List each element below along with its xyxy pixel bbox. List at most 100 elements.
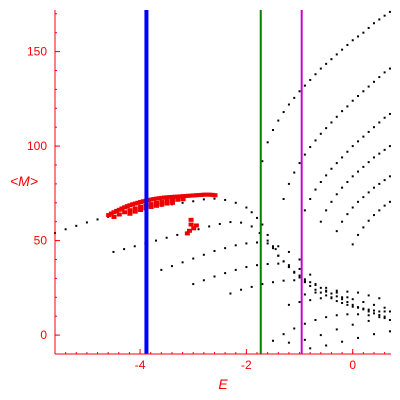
data-point xyxy=(202,279,205,282)
data-point xyxy=(266,263,269,266)
data-point-highlight xyxy=(169,200,175,205)
data-point xyxy=(388,145,391,148)
data-point xyxy=(325,127,328,130)
data-point xyxy=(325,174,328,177)
data-point xyxy=(224,198,227,201)
data-point xyxy=(351,298,354,301)
data-point xyxy=(341,220,344,223)
data-point xyxy=(213,275,216,278)
data-point xyxy=(346,150,349,153)
data-point xyxy=(309,198,312,201)
data-point-highlight xyxy=(122,210,128,215)
x-tick-label: -2 xyxy=(241,358,252,372)
data-point xyxy=(372,214,375,217)
data-point xyxy=(258,232,261,235)
data-point xyxy=(160,268,163,271)
data-point xyxy=(372,333,375,336)
data-point xyxy=(314,283,317,286)
data-point xyxy=(266,233,269,236)
data-point xyxy=(319,334,322,337)
data-point xyxy=(224,272,227,275)
data-point xyxy=(319,286,322,289)
data-point xyxy=(202,253,205,256)
data-point xyxy=(256,241,259,244)
data-point xyxy=(314,73,317,76)
data-point xyxy=(293,327,296,330)
data-point xyxy=(362,307,365,310)
data-point-highlight xyxy=(188,217,194,222)
data-point xyxy=(330,167,333,170)
data-point xyxy=(388,67,391,70)
data-point xyxy=(298,301,301,304)
data-point xyxy=(383,179,386,182)
data-point xyxy=(372,309,375,312)
data-point xyxy=(277,119,280,122)
data-point-highlight xyxy=(138,200,144,205)
data-point xyxy=(335,193,338,196)
data-point xyxy=(325,294,328,297)
data-point xyxy=(383,148,386,151)
data-point-highlight xyxy=(169,194,175,199)
data-point xyxy=(298,274,301,277)
data-point-highlight xyxy=(185,193,191,198)
data-point xyxy=(309,146,312,149)
data-point xyxy=(346,181,349,183)
data-point xyxy=(325,209,328,212)
data-point xyxy=(314,291,317,294)
data-point xyxy=(372,312,375,315)
data-point xyxy=(362,90,365,93)
data-point xyxy=(176,233,179,236)
data-point xyxy=(388,200,391,203)
data-point-highlight xyxy=(209,192,215,197)
data-point xyxy=(388,10,391,13)
data-point xyxy=(282,260,285,263)
data-point-highlight xyxy=(188,222,194,227)
data-point-highlight xyxy=(207,192,213,197)
data-point-highlight xyxy=(111,214,117,219)
data-point xyxy=(287,264,290,267)
data-point xyxy=(287,341,290,344)
data-point-highlight xyxy=(159,200,165,205)
data-point xyxy=(346,313,349,316)
data-point xyxy=(250,211,253,214)
data-point xyxy=(256,216,259,219)
data-point xyxy=(298,276,301,279)
data-point xyxy=(388,112,391,115)
data-point xyxy=(357,140,360,143)
data-point xyxy=(229,221,232,224)
data-point-highlight xyxy=(201,192,207,197)
data-point xyxy=(293,96,296,99)
data-point xyxy=(357,306,360,309)
data-point xyxy=(367,294,370,297)
data-point-highlight xyxy=(180,197,186,202)
data-point-highlight xyxy=(164,195,170,200)
data-point xyxy=(309,281,312,284)
data-point-highlight xyxy=(140,199,146,204)
data-point xyxy=(266,239,269,242)
data-point-highlight xyxy=(124,204,130,209)
data-point xyxy=(383,116,386,119)
data-point xyxy=(314,288,317,291)
data-point xyxy=(351,175,354,178)
data-point-highlight xyxy=(183,193,189,198)
data-point xyxy=(245,242,248,245)
data-point xyxy=(383,306,386,309)
data-point-highlight xyxy=(127,208,133,213)
data-point xyxy=(165,236,168,239)
data-point-highlight xyxy=(130,202,136,207)
data-point-highlight xyxy=(199,192,205,197)
data-point-highlight xyxy=(159,195,165,200)
data-point xyxy=(362,301,365,304)
data-point xyxy=(372,22,375,25)
y-tick-label: 150 xyxy=(27,45,47,59)
data-point-highlight xyxy=(164,201,170,206)
data-point xyxy=(170,265,173,268)
data-point xyxy=(378,310,381,313)
data-point xyxy=(298,162,301,165)
data-point xyxy=(357,336,360,339)
data-point xyxy=(388,175,391,178)
data-point xyxy=(346,105,349,108)
data-point xyxy=(261,283,264,286)
data-point xyxy=(298,90,301,93)
